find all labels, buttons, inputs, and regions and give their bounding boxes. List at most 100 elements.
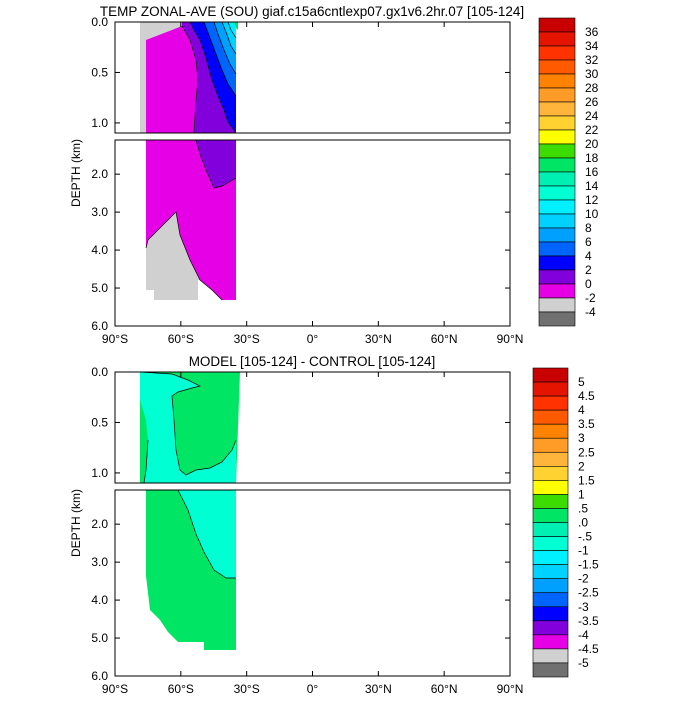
chart-title: TEMP ZONAL-AVE (SOU) giaf.c15a6cntlexp07…: [100, 4, 524, 19]
plot-upper-panel: [114, 371, 511, 484]
colorbar-swatch: [538, 73, 576, 89]
x-tick-label: 60°S: [168, 682, 194, 696]
colorbar-label: 10: [585, 207, 599, 221]
colorbar-label: 26: [585, 95, 599, 109]
colorbar-label: 22: [585, 123, 599, 137]
contour-lines: [181, 21, 237, 134]
colorbar-swatch: [532, 395, 569, 411]
colorbar-swatch: [538, 185, 576, 201]
colorbar-label: 24: [585, 109, 599, 123]
colorbar-swatch: [538, 87, 576, 103]
colorbar-swatch: [532, 466, 569, 481]
plot-upper-panel: [114, 21, 511, 134]
y-tick-label: 5.0: [91, 281, 108, 295]
field-aqua-deep-region: [178, 490, 236, 578]
colorbar-swatch: [532, 662, 569, 678]
contour-lines: [139, 371, 237, 484]
colorbar-swatch: [538, 59, 576, 75]
field-magenta-region: [146, 26, 198, 133]
colorbar-label: -1.5: [578, 558, 599, 572]
colorbar-label: 28: [585, 81, 599, 95]
colorbar-swatch: [532, 592, 569, 608]
colorbar-swatch: [538, 101, 576, 117]
colorbar-label: 30: [585, 67, 599, 81]
colorbar-label: 12: [585, 193, 599, 207]
colorbar-swatch: [532, 423, 569, 439]
colorbar-label: -3: [578, 600, 589, 614]
colorbar-swatch: [538, 311, 576, 327]
y-tick-label: 1.0: [91, 466, 108, 480]
field-aqua-region: [228, 22, 236, 38]
x-tick-label: 60°N: [431, 332, 458, 346]
y-tick-label: 0.0: [91, 15, 108, 29]
colorbar-swatch: [532, 494, 569, 509]
colorbar-swatch: [538, 269, 576, 285]
colorbar-label: 1.5: [578, 473, 595, 487]
colorbar-label: 4: [578, 403, 585, 417]
x-tick-label: 30°N: [365, 332, 392, 346]
colorbar-label: -1: [578, 544, 589, 558]
colorbar-label: 3.5: [578, 417, 595, 431]
colorbar-swatch: [532, 564, 569, 579]
colorbar-label: 2: [578, 459, 585, 473]
colorbar-swatch: [532, 550, 569, 565]
colorbar-swatch: [532, 620, 569, 636]
x-tick-label: 90°N: [497, 682, 524, 696]
y-tick-label: 2.0: [91, 517, 108, 531]
y-tick-label: 6.0: [91, 669, 108, 683]
y-tick-label: 5.0: [91, 631, 108, 645]
field-blue-region: [190, 22, 236, 133]
x-tick-label: 30°S: [234, 332, 260, 346]
colorbar-label: 4.5: [578, 389, 595, 403]
colorbar-swatch: [538, 143, 576, 159]
colorbar-label: .5: [578, 501, 588, 515]
y-axis-label: DEPTH (km): [69, 139, 83, 207]
colorbar-label: 5: [578, 375, 585, 389]
colorbar-swatch: [538, 213, 576, 229]
colorbar-swatch: [532, 522, 569, 537]
colorbar-swatch: [532, 578, 569, 594]
colorbar-swatch: [532, 480, 569, 495]
colorbar-label: 16: [585, 165, 599, 179]
colorbar-swatch: [538, 171, 576, 187]
plot-lower-panel: [114, 489, 511, 677]
colorbar-label: .0: [578, 516, 588, 530]
colorbar: 54.543.532.521.51.5.0-.5-1-1.5-2-2.5-3-3…: [532, 367, 599, 678]
x-tick-label: 30°N: [365, 682, 392, 696]
y-tick-label: 0.5: [91, 65, 108, 79]
field-blue3-region: [214, 22, 236, 74]
colorbar-swatch: [532, 437, 569, 453]
colorbar-swatch: [538, 129, 576, 145]
colorbar-swatch: [532, 381, 569, 397]
y-tick-label: 1.0: [91, 116, 108, 130]
colorbar-label: -2.5: [578, 586, 599, 600]
colorbar-swatch: [532, 409, 569, 425]
y-tick-label: 4.0: [91, 243, 108, 257]
field-aqua-region: [140, 372, 236, 483]
colorbar-label: -3.5: [578, 614, 599, 628]
colorbar-label: -5: [578, 656, 589, 670]
colorbar-swatch: [532, 648, 569, 664]
colorbar-swatch: [532, 508, 569, 523]
colorbar-swatch: [538, 297, 576, 313]
temperature-chart: TEMP ZONAL-AVE (SOU) giaf.c15a6cntlexp07…: [69, 4, 599, 346]
plot-lower-panel: [114, 139, 511, 327]
axes-ticks: 90°S 60°S 30°S 0° 30°N 60°N 90°N 0.0 0.5 1.0 2.0 3.…: [91, 15, 523, 346]
colorbar-swatch: [538, 255, 576, 271]
y-tick-label: 2.0: [91, 167, 108, 181]
colorbar-label: -4: [585, 305, 596, 319]
x-tick-label: 90°S: [102, 332, 128, 346]
colorbar-label: 20: [585, 137, 599, 151]
colorbar-label: 6: [585, 235, 592, 249]
colorbar-swatch: [532, 634, 569, 650]
colorbar-swatch: [538, 31, 576, 47]
axes-ticks: 90°S 60°S 30°S 0° 30°N 60°N 90°N 0.0 0.5 1.0 2.0 3.…: [91, 365, 523, 696]
x-tick-label: 90°S: [102, 682, 128, 696]
colorbar-swatch: [532, 606, 569, 622]
colorbar-label: -2: [585, 291, 596, 305]
colorbar-label: -4.5: [578, 642, 599, 656]
colorbar-label: 0: [585, 277, 592, 291]
